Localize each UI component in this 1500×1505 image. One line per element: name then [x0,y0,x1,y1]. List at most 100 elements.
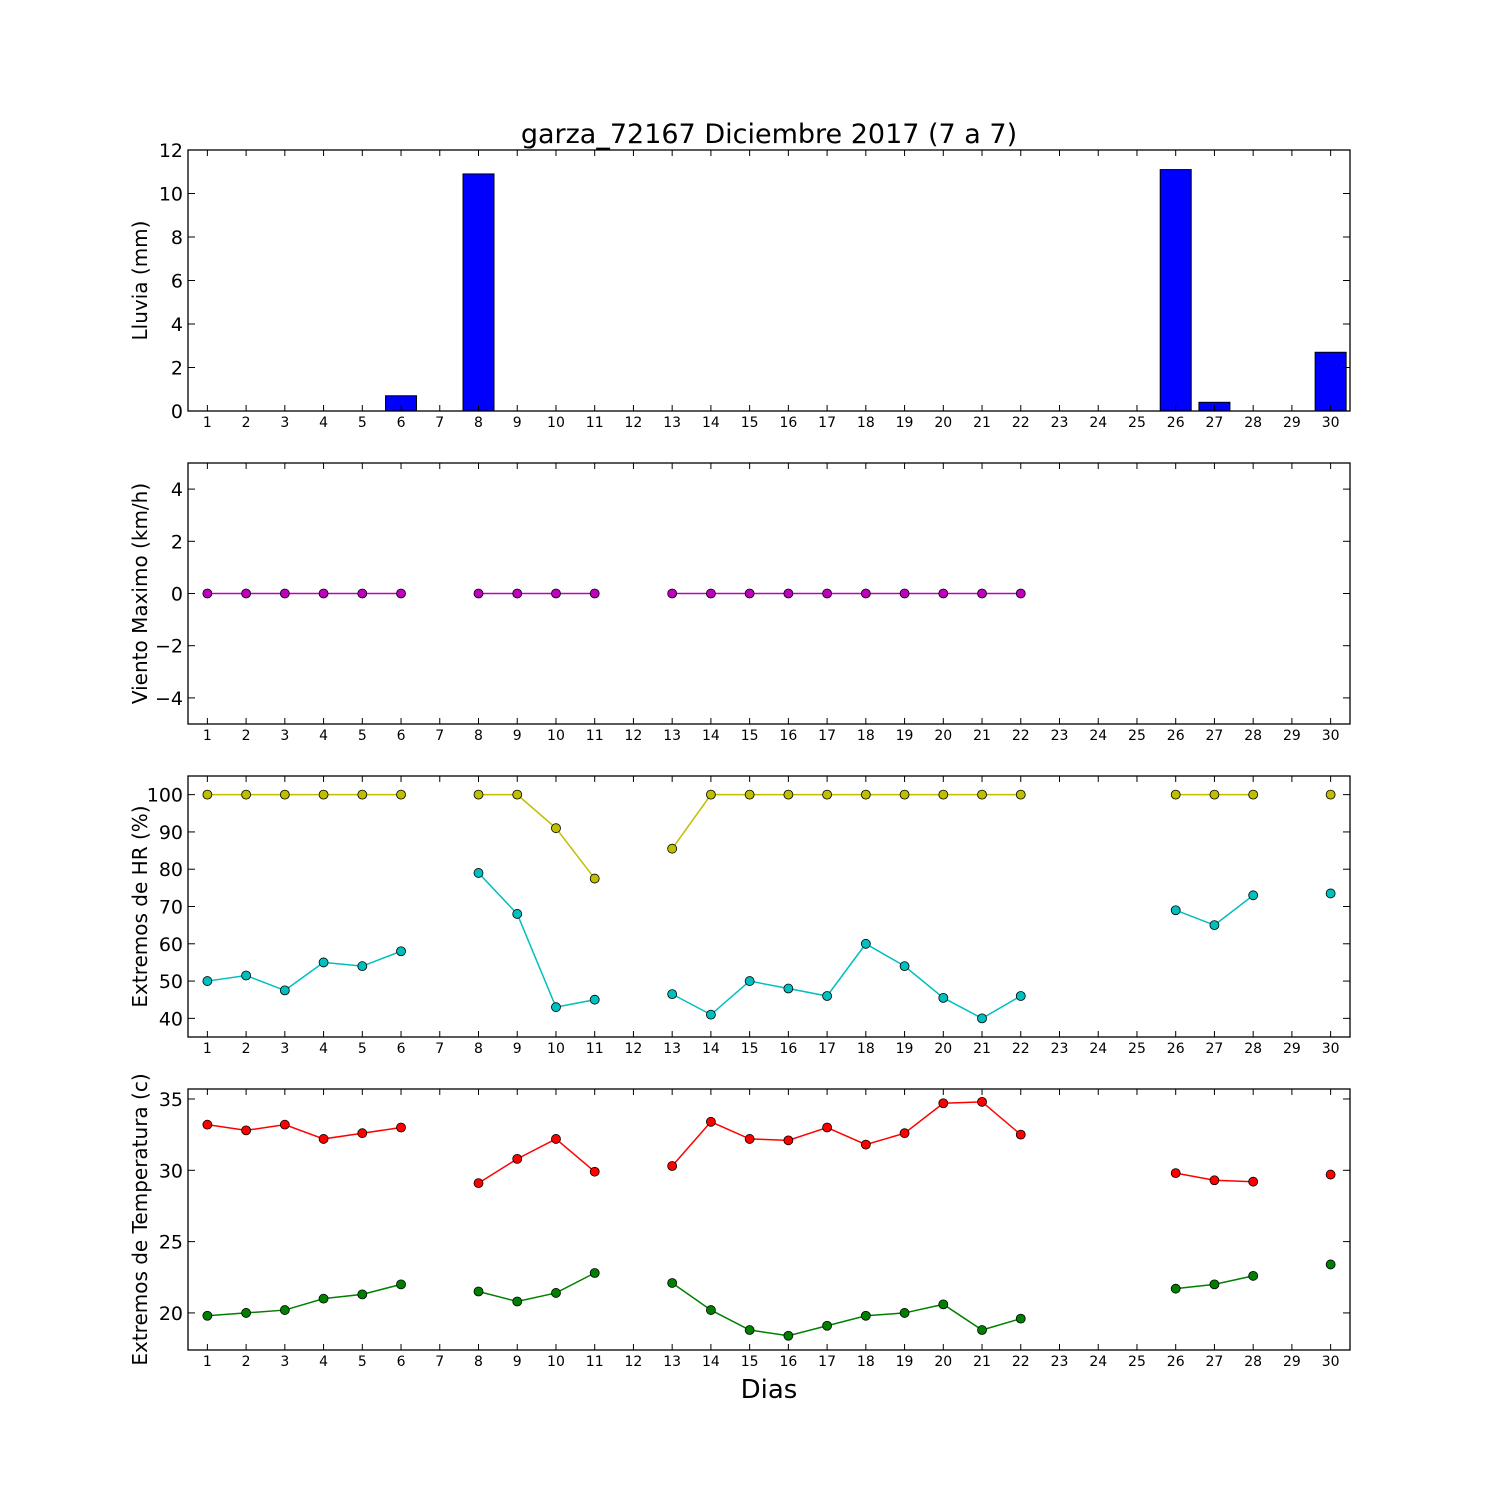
series-2-point-day-30 [1325,888,1336,899]
x-tick-label: 23 [1051,415,1069,431]
series-2-point-day-19 [899,1308,910,1318]
series-1-point-day-17 [822,1122,832,1133]
x-tick-label: 29 [1283,728,1301,744]
series-2-point-day-2 [241,970,252,981]
y-tick-label: 80 [159,859,183,881]
series-2-line-1 [207,1283,402,1317]
series-1-point-day-28 [1248,789,1259,800]
x-tick-label: 14 [702,415,720,431]
x-tick-label: 7 [435,728,444,744]
series-1-point-day-26 [1170,1168,1181,1179]
panel-lluvia: 1 2 3 4 5 6 7 8 9 10 11 12 13 14 15 16 17 18 19 20 21 22 23 24 2… [128,140,1351,431]
series-2-line-2 [478,1272,596,1303]
axes-frame-temperatura [187,1088,1351,1351]
x-tick-label: 24 [1089,1354,1107,1370]
x-tick-label: 15 [741,1041,759,1057]
x-tick-label: 24 [1089,415,1107,431]
series-1-point-day-11 [589,588,600,599]
y-tick-label: 50 [159,971,183,993]
x-tick-label: 27 [1206,1041,1224,1057]
x-tick-label: 21 [973,728,991,744]
x-tick-label: 17 [818,1354,836,1370]
series-2-line-2 [477,872,595,1009]
x-tick-label: 27 [1206,1354,1224,1370]
x-tick-label: 20 [934,415,952,431]
y-tick-label: 90 [159,822,183,844]
series-2-point-day-18 [860,1310,871,1321]
series-2-point-day-14 [706,1009,716,1020]
y-tick-label: 35 [159,1089,183,1111]
series-2-point-day-1 [202,1310,213,1321]
series-2-point-day-19 [899,961,910,972]
series-2-point-day-13 [667,1278,678,1288]
x-tick-label: 19 [896,415,914,431]
y-tick-label: 25 [159,1232,183,1254]
x-tick-label: 8 [474,1354,483,1370]
x-tick-label: 23 [1051,728,1069,744]
x-tick-label: 28 [1244,415,1262,431]
series-1-point-day-6 [396,588,406,599]
y-tick-label: 30 [159,1160,183,1182]
series-2-point-day-16 [783,983,794,994]
series-2-point-day-20 [938,992,949,1003]
x-tick-label: 25 [1128,415,1146,431]
figure-title: garza_72167 Diciembre 2017 (7 a 7) [521,119,1017,150]
series-1-point-day-14 [706,588,716,599]
x-tick-label: 21 [973,415,991,431]
series-2-point-day-13 [667,989,678,1000]
series-2-point-day-17 [822,991,832,1001]
x-tick-label: 30 [1322,1354,1340,1370]
x-tick-label: 17 [818,1041,836,1057]
panel-viento: 1 2 3 4 5 6 7 8 9 10 11 12 13 14 15 16 17 18 19 20 21 22 23 24 2… [128,462,1351,744]
y-tick-label: −2 [155,636,183,658]
x-tick-label: 2 [242,1041,251,1057]
y-tick-label: 4 [171,479,183,501]
x-tick-label: 29 [1283,1041,1301,1057]
x-tick-label: 21 [973,1354,991,1370]
series-1-point-day-15 [744,588,755,599]
y-axis-label-temperatura: Extremos de Temperatura (c) [128,1073,152,1365]
x-tick-label: 13 [663,1354,681,1370]
y-tick-label: 12 [159,140,183,162]
series-2-point-day-3 [279,985,290,996]
x-tick-label: 22 [1012,415,1030,431]
x-tick-label: 1 [203,1041,212,1057]
x-tick-label: 8 [474,415,483,431]
series-1-point-day-21 [977,1096,987,1107]
series-1-point-day-2 [241,789,252,800]
series-1-point-day-26 [1170,789,1181,800]
series-1-point-day-15 [744,1134,755,1144]
series-2-point-day-2 [241,1308,252,1318]
x-tick-label: 26 [1167,1354,1185,1370]
x-tick-label: 28 [1244,1354,1262,1370]
x-tick-label: 9 [513,1041,522,1057]
series-1-point-day-18 [860,789,871,800]
x-tick-label: 7 [435,1041,444,1057]
series-1-point-day-22 [1015,789,1026,800]
x-tick-label: 2 [242,728,251,744]
series-2-point-day-1 [202,976,213,986]
series-1-point-day-27 [1209,789,1220,800]
x-tick-label: 3 [280,728,289,744]
series-2-point-day-10 [551,1288,561,1298]
series-1-point-day-30 [1325,1169,1336,1180]
x-tick-label: 26 [1167,728,1185,744]
series-1-point-day-8 [473,1178,484,1189]
y-tick-label: 2 [171,358,183,380]
series-1-point-day-6 [396,1122,406,1133]
x-tick-label: 11 [586,415,604,431]
series-1-point-day-20 [938,789,949,800]
x-tick-label: 22 [1012,728,1030,744]
y-axis-label-hr: Extremos de HR (%) [128,805,152,1007]
series-2-point-day-21 [977,1325,987,1335]
series-2-point-day-11 [589,994,600,1005]
x-tick-label: 12 [625,728,643,744]
x-tick-label: 16 [779,1041,797,1057]
series-1-line-1 [207,1123,402,1140]
series-1-point-day-19 [899,789,910,800]
x-tick-label: 12 [625,1354,643,1370]
series-2-point-day-5 [357,1289,368,1300]
x-tick-label: 16 [779,415,797,431]
series-2-point-day-21 [977,1013,987,1024]
